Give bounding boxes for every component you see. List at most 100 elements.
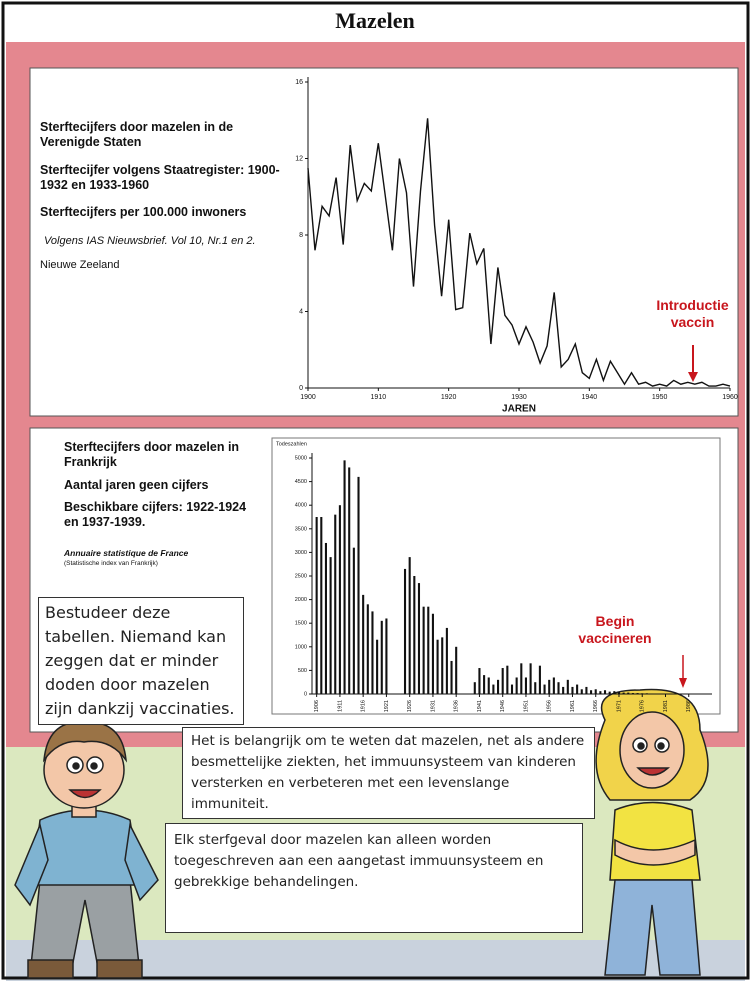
bar <box>599 691 602 694</box>
chart-source: Volgens IAS Nieuwsbrief. Vol 10, Nr.1 en… <box>44 235 256 247</box>
bar <box>492 684 495 694</box>
x-tick-label: 1946 <box>500 700 506 712</box>
x-tick-label: 1911 <box>337 700 343 712</box>
y-tick-label: 4 <box>299 308 303 315</box>
x-tick-label: 1950 <box>652 394 668 401</box>
x-tick-label: 1920 <box>441 394 457 401</box>
chart-source-note: (Statistische index van Frankrijk) <box>64 560 158 567</box>
bar <box>483 675 486 694</box>
annotation: Begin vaccineren <box>578 613 652 646</box>
x-tick-label: 1986 <box>686 700 692 712</box>
bar <box>645 693 648 694</box>
bar <box>641 693 644 694</box>
y-tick-label: 12 <box>295 155 303 162</box>
bar <box>534 682 537 694</box>
bar <box>441 637 444 694</box>
page-title: Mazelen <box>335 8 414 33</box>
bar <box>515 677 518 694</box>
annotation: Introductie vaccin <box>656 297 729 330</box>
x-axis-label: JAREN <box>502 404 536 415</box>
x-tick-label: 1981 <box>663 700 669 712</box>
chart-box <box>29 67 739 417</box>
y-tick-label: 16 <box>295 79 303 86</box>
bar <box>631 693 634 694</box>
bar <box>538 665 541 694</box>
x-tick-label: 1961 <box>570 700 576 712</box>
bar <box>487 677 490 694</box>
bar <box>436 639 439 694</box>
bar <box>617 692 621 694</box>
bar <box>506 665 509 694</box>
x-tick-label: 1906 <box>314 700 320 712</box>
x-tick-label: 1921 <box>384 700 390 712</box>
bar <box>473 682 476 694</box>
y-tick-label: 0 <box>304 691 307 697</box>
bar <box>431 613 434 694</box>
x-tick-label: 1910 <box>371 394 387 401</box>
y-tick-label: 4500 <box>295 479 307 485</box>
chart-note: Beschikbare cijfers: 1922-1924 en 1937-1… <box>64 500 247 529</box>
plot-frame <box>271 437 721 715</box>
y-tick-label: 5000 <box>295 455 307 461</box>
bar <box>324 542 327 694</box>
speech-bubble: Het is belangrijk om te weten dat mazele… <box>182 727 595 819</box>
bar <box>403 568 407 694</box>
bar <box>320 517 323 694</box>
bar <box>427 606 430 694</box>
boy-cartoon <box>14 721 159 979</box>
bar <box>413 576 416 694</box>
chart-subtitle: Aantal jaren geen cijfers <box>64 478 209 492</box>
bar <box>585 686 588 694</box>
girl-cartoon <box>595 688 709 976</box>
x-tick-label: 1966 <box>593 700 599 712</box>
arrow-head <box>688 372 698 382</box>
data-line <box>307 118 731 387</box>
x-tick-label: 1926 <box>407 700 413 712</box>
y-tick-label: 2500 <box>295 573 307 579</box>
speech-bubble: Elk sterfgeval door mazelen kan alleen w… <box>165 823 583 933</box>
bar <box>552 677 555 694</box>
bar <box>562 686 565 694</box>
bar <box>366 604 369 694</box>
bar <box>608 691 611 694</box>
x-tick-label: 1940 <box>582 394 598 401</box>
bar <box>566 679 569 694</box>
bar <box>371 611 374 694</box>
y-axis-label: Sterftecijfers per 100.000 inwoners <box>40 205 247 219</box>
bar <box>478 668 481 694</box>
bar <box>529 663 532 694</box>
y-tick-label: 3500 <box>295 526 307 532</box>
x-tick-label: 1931 <box>430 700 436 712</box>
chart-subtitle: Sterftecijfer volgens Staatregister: 190… <box>40 163 280 192</box>
y-tick-label: 1000 <box>295 644 307 650</box>
bar <box>636 693 639 694</box>
bar <box>543 684 546 694</box>
bar <box>352 547 355 694</box>
bar <box>557 682 560 694</box>
bar <box>376 639 379 694</box>
chart-title: Sterftecijfers door mazelen in de Vereni… <box>40 120 234 149</box>
speech-bubble: Bestudeer deze tabellen. Niemand kan zeg… <box>38 597 244 725</box>
bar <box>385 618 388 694</box>
bar <box>497 679 500 694</box>
y-tick-label: 8 <box>299 232 303 239</box>
x-tick-label: 1941 <box>477 700 483 712</box>
bar <box>343 460 346 694</box>
bar <box>357 476 360 694</box>
bar <box>348 467 351 694</box>
x-tick-label: 1960 <box>722 394 738 401</box>
bar <box>603 690 607 694</box>
x-tick-label: 1900 <box>300 394 316 401</box>
y-tick-label: 4000 <box>295 503 307 509</box>
bar <box>455 646 458 694</box>
chart-title: Sterftecijfers door mazelen in Frankrijk <box>64 440 240 469</box>
bar <box>548 679 551 694</box>
bar <box>627 692 630 694</box>
y-tick-label: 2000 <box>295 597 307 603</box>
bar <box>417 583 421 694</box>
y-tick-label: 500 <box>298 668 307 674</box>
bar <box>524 677 527 694</box>
